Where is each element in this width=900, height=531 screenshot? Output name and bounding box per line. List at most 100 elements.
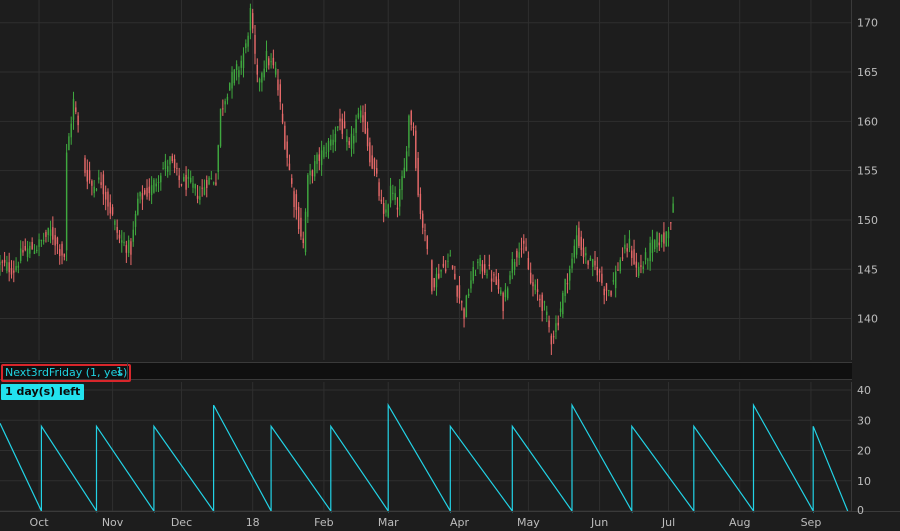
candle-body — [33, 251, 36, 255]
study-line — [0, 402, 849, 514]
candle-body — [415, 130, 417, 169]
candle-body — [417, 157, 419, 196]
candle-body — [605, 283, 608, 291]
candle-body — [486, 274, 488, 276]
candle-body — [153, 179, 155, 193]
candle-body — [263, 68, 265, 78]
candle-body — [366, 128, 369, 147]
candle-body — [348, 141, 350, 145]
candle-body — [0, 261, 1, 265]
price-tick-label: 150 — [857, 214, 878, 227]
time-axis: Oct Nov Dec 18 Feb Mar Apr May Jun Jul Aug Sep — [30, 516, 822, 529]
candle-body — [564, 278, 566, 297]
price-tick-label: 170 — [857, 17, 878, 30]
candle-body — [1, 261, 4, 263]
candle-body — [523, 240, 525, 244]
price-tick-label: 165 — [857, 66, 878, 79]
time-tick-label: Jun — [590, 516, 608, 529]
price-tick-label: 145 — [857, 263, 878, 276]
candle-body — [164, 160, 167, 170]
candle-body — [667, 231, 670, 239]
candle-body — [493, 274, 495, 276]
candle-body — [93, 186, 95, 194]
study-tick-label: 40 — [857, 384, 871, 397]
candle-body — [465, 295, 468, 318]
candle-body — [467, 293, 470, 296]
study-tick-label: 20 — [857, 445, 871, 458]
candle-body — [644, 252, 647, 260]
candle-body — [421, 213, 424, 228]
candle-body — [15, 266, 17, 271]
study-tick-label: 0 — [857, 504, 864, 517]
candle-body — [516, 250, 518, 258]
candle-body — [603, 288, 605, 296]
candle-body — [286, 141, 288, 158]
candle-body — [192, 183, 194, 188]
candle-body — [477, 261, 479, 263]
candle-body — [509, 275, 511, 281]
candle-body — [210, 178, 213, 180]
time-tick-label: May — [517, 516, 540, 529]
candle-body — [598, 270, 601, 273]
price-axis: 140 145 150 155 160 165 170 — [857, 17, 878, 326]
candle-body — [238, 70, 240, 78]
candle-body — [29, 245, 31, 254]
candle-body — [31, 242, 33, 250]
candle-body — [461, 301, 463, 303]
candle-body — [454, 273, 456, 280]
candle-body — [176, 167, 178, 169]
candle-body — [656, 232, 658, 248]
candle-body — [555, 323, 557, 333]
candle-body — [484, 264, 486, 273]
candle-body — [541, 294, 543, 311]
study-name-label[interactable]: Next3rdFriday (1, yes) — [1, 364, 132, 382]
price-candles — [0, 3, 674, 355]
candle-body — [672, 203, 674, 213]
candle-body — [91, 180, 93, 186]
candle-body — [637, 266, 640, 276]
candle-body — [320, 150, 323, 166]
candle-body — [42, 239, 45, 242]
candle-body — [173, 158, 176, 168]
candle-body — [548, 320, 550, 328]
candle-body — [419, 193, 422, 214]
candle-body — [233, 69, 236, 84]
candle-body — [665, 231, 667, 247]
candle-body — [550, 335, 553, 345]
candle-body — [502, 292, 504, 312]
candle-body — [247, 35, 249, 47]
candle-body — [104, 191, 107, 200]
candle-body — [49, 229, 52, 236]
candle-body — [8, 262, 10, 273]
candle-body — [288, 163, 291, 171]
candle-body — [102, 174, 105, 195]
candle-body — [111, 207, 114, 215]
candle-body — [139, 191, 141, 197]
candle-body — [325, 152, 327, 154]
candle-body — [355, 119, 357, 133]
candle-body — [506, 288, 509, 299]
candle-body — [608, 289, 610, 291]
candle-body — [474, 274, 477, 276]
candle-body — [396, 207, 399, 210]
price-tick-label: 160 — [857, 115, 878, 128]
candle-body — [123, 241, 125, 244]
candle-body — [59, 249, 61, 257]
candle-body — [619, 259, 621, 272]
price-tick-label: 155 — [857, 165, 878, 178]
candle-body — [203, 187, 206, 195]
candle-body — [208, 177, 210, 185]
candle-body — [633, 249, 635, 265]
candle-body — [38, 239, 40, 247]
candle-body — [582, 247, 585, 258]
candle-body — [3, 259, 6, 263]
candle-body — [330, 139, 332, 146]
time-tick-label: Apr — [450, 516, 470, 529]
candle-body — [624, 244, 626, 249]
candle-body — [307, 175, 309, 217]
candle-body — [435, 273, 438, 288]
candle-body — [171, 156, 174, 162]
candle-body — [663, 232, 665, 244]
candle-body — [357, 113, 360, 118]
